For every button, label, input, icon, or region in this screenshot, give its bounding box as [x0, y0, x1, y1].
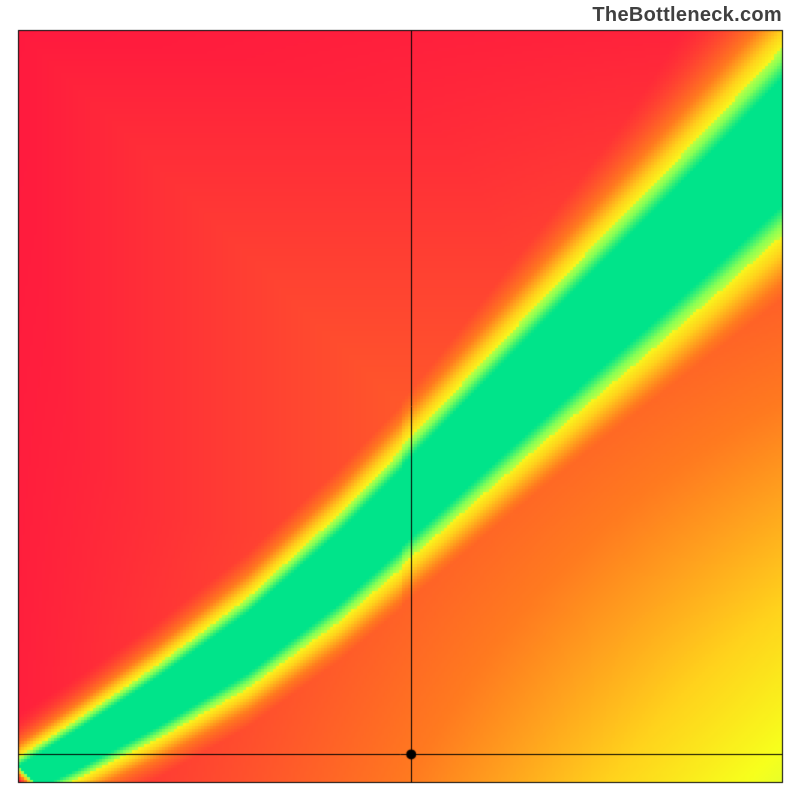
- watermark-text: TheBottleneck.com: [592, 4, 782, 27]
- bottleneck-heatmap: [0, 0, 800, 800]
